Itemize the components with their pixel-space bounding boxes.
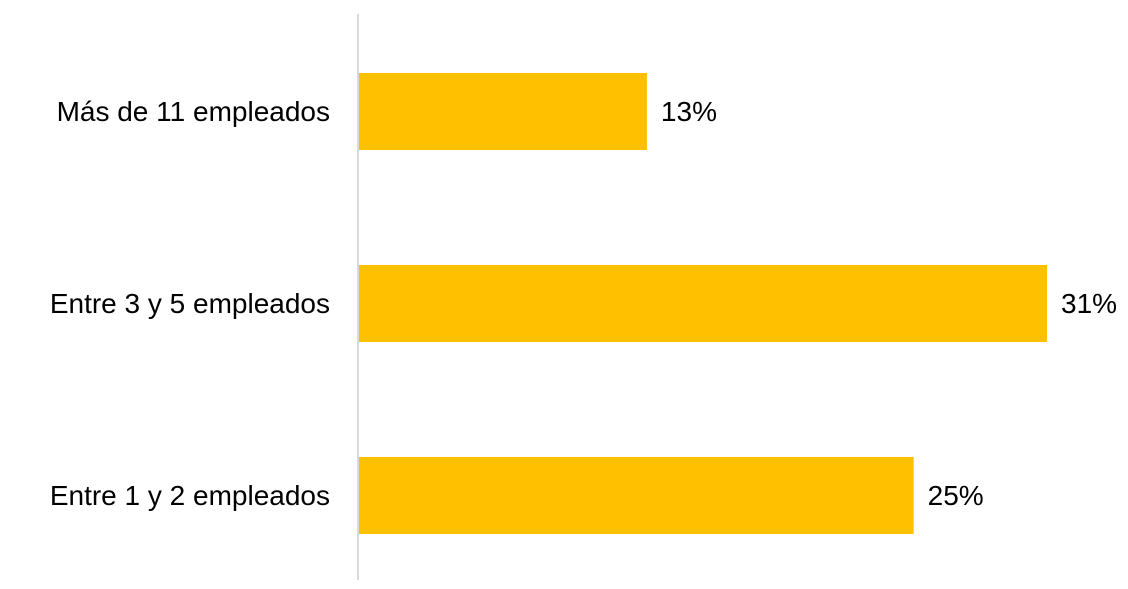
category-label-3: Entre 1 y 2 empleados xyxy=(50,480,330,511)
bars-layer xyxy=(358,73,1047,534)
bar-1 xyxy=(358,73,647,150)
bar-3 xyxy=(358,457,914,534)
data-label-1: 13% xyxy=(661,96,717,127)
category-label-1: Más de 11 empleados xyxy=(57,96,330,127)
category-label-2: Entre 3 y 5 empleados xyxy=(50,288,330,319)
bar-2 xyxy=(358,265,1047,342)
labels-layer: Más de 11 empleados 13% Entre 3 y 5 emplea… xyxy=(50,96,1117,511)
data-label-2: 31% xyxy=(1061,288,1117,319)
data-label-3: 25% xyxy=(928,480,984,511)
